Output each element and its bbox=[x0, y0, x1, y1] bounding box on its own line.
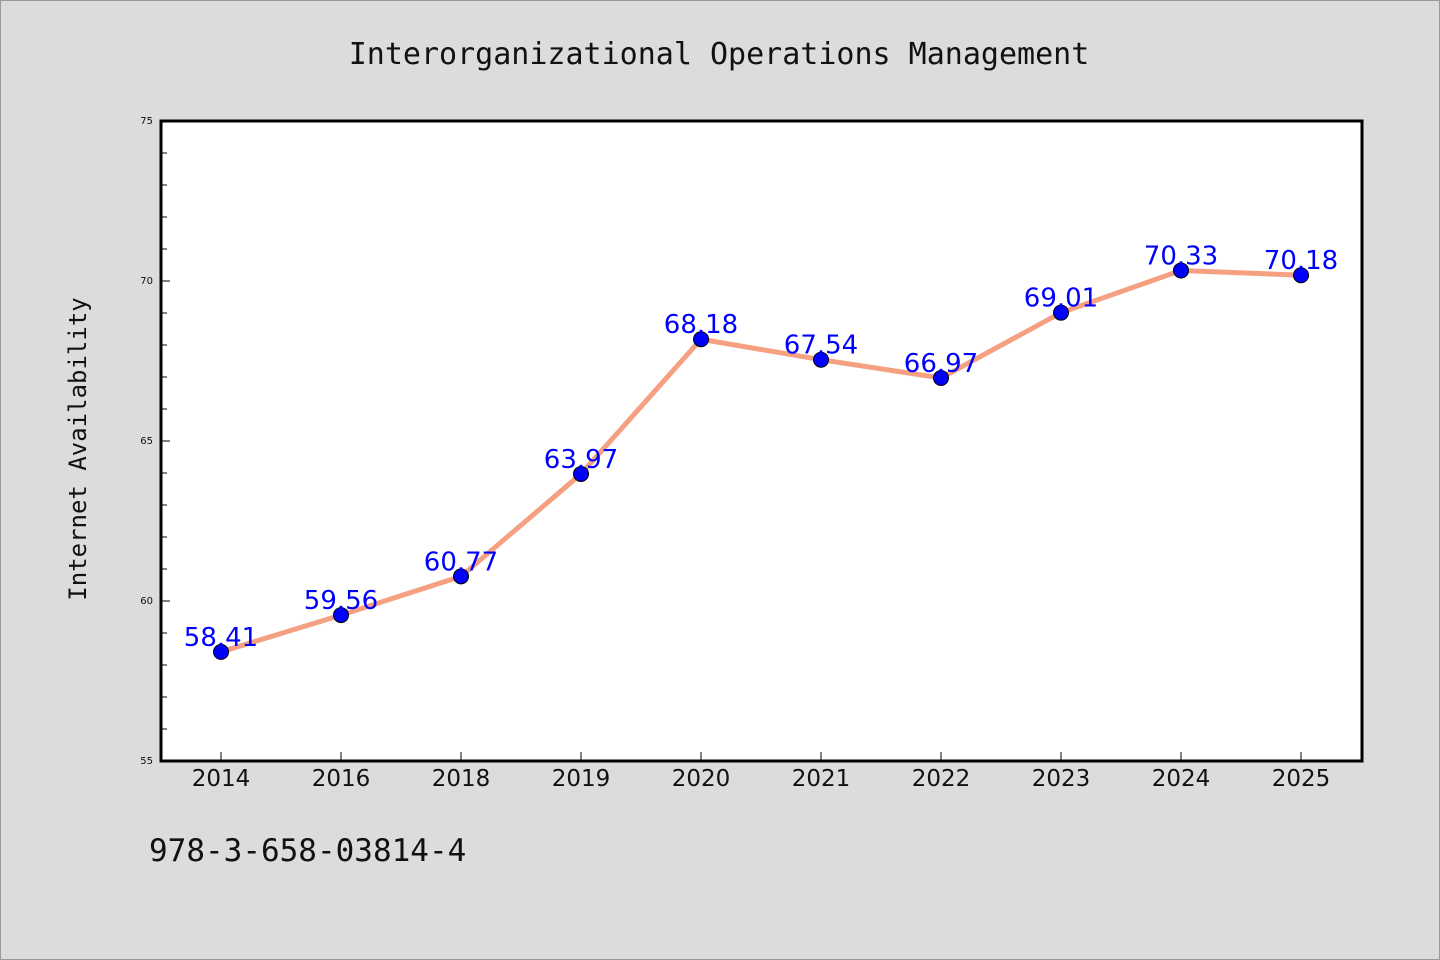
data-point bbox=[1053, 304, 1069, 321]
series-line-group bbox=[218, 267, 1304, 655]
data-point bbox=[813, 351, 829, 368]
data-label: 58.41 bbox=[184, 623, 258, 653]
y-axis-label: Internet Availability bbox=[64, 297, 92, 600]
data-label: 59.56 bbox=[304, 586, 378, 616]
data-labels: 58.41 59.56 60.77 63.97 68.18 67.54 66.97 69.01… bbox=[184, 241, 1338, 652]
plot-area bbox=[159, 119, 1364, 763]
x-tick-label: 2024 bbox=[1152, 766, 1211, 792]
data-point bbox=[1173, 262, 1189, 279]
series-line bbox=[218, 267, 1304, 655]
x-axis-ticks: 2014 2016 2018 2019 2020 2021 2022 2023 2024 2025 bbox=[192, 752, 1331, 792]
data-point bbox=[453, 568, 469, 585]
data-label: 70.18 bbox=[1264, 246, 1338, 276]
x-tick-label: 2014 bbox=[192, 766, 251, 792]
y-axis-ticks: 55 60 65 70 75 bbox=[140, 116, 170, 767]
x-tick-label: 2022 bbox=[912, 766, 971, 792]
data-point bbox=[333, 607, 349, 624]
chart-title: Interorganizational Operations Managemen… bbox=[349, 37, 1090, 72]
x-tick-label: 2021 bbox=[792, 766, 851, 792]
data-label: 67.54 bbox=[784, 331, 858, 361]
y-tick-label: 55 bbox=[140, 756, 153, 767]
data-label: 69.01 bbox=[1024, 284, 1098, 314]
y-tick-label: 65 bbox=[140, 436, 153, 447]
data-point bbox=[573, 465, 589, 482]
x-tick-label: 2019 bbox=[552, 766, 611, 792]
y-tick-label: 70 bbox=[140, 276, 153, 287]
footer-code: 978-3-658-03814-4 bbox=[149, 833, 467, 869]
x-tick-label: 2025 bbox=[1272, 766, 1331, 792]
data-point bbox=[693, 331, 709, 348]
y-tick-label: 75 bbox=[140, 116, 153, 127]
data-label: 68.18 bbox=[664, 310, 738, 340]
data-label: 70.33 bbox=[1144, 241, 1218, 271]
x-tick-label: 2016 bbox=[312, 766, 371, 792]
data-label: 60.77 bbox=[424, 547, 498, 577]
data-point bbox=[933, 369, 949, 386]
x-tick-label: 2018 bbox=[432, 766, 491, 792]
data-point-markers bbox=[213, 262, 1309, 660]
x-tick-label: 2023 bbox=[1032, 766, 1091, 792]
y-tick-label: 60 bbox=[140, 596, 153, 607]
data-label: 63.97 bbox=[544, 445, 618, 475]
data-label: 66.97 bbox=[904, 349, 978, 379]
x-tick-label: 2020 bbox=[672, 766, 731, 792]
data-point bbox=[213, 643, 229, 660]
data-point bbox=[1293, 267, 1309, 284]
